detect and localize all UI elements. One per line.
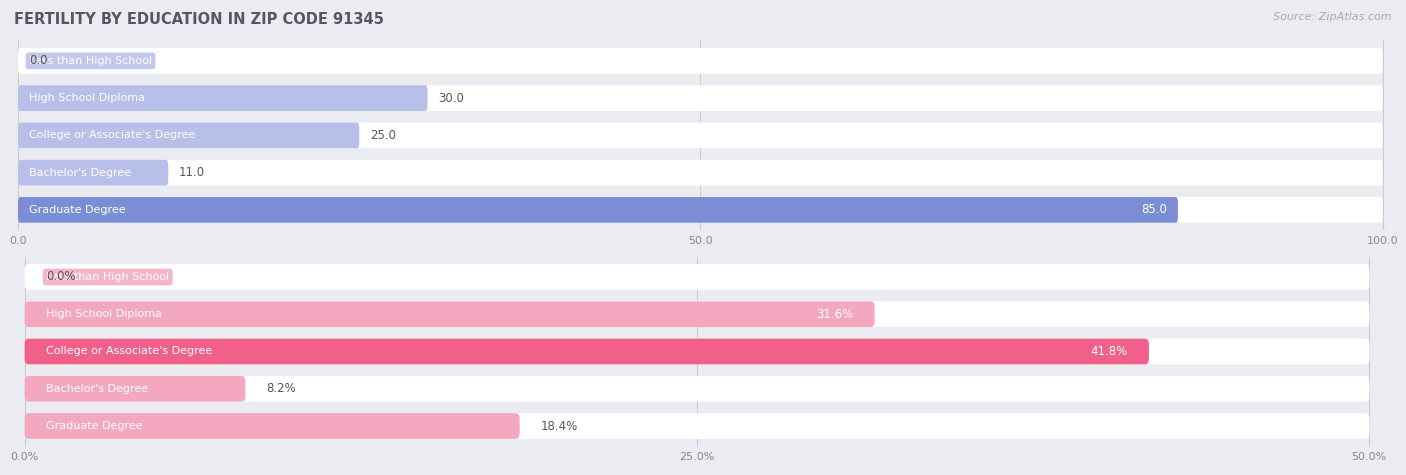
Text: 25.0: 25.0: [370, 129, 396, 142]
Text: Graduate Degree: Graduate Degree: [30, 205, 125, 215]
Text: 41.8%: 41.8%: [1090, 345, 1128, 358]
FancyBboxPatch shape: [24, 264, 1369, 290]
Text: Bachelor's Degree: Bachelor's Degree: [46, 384, 148, 394]
Text: 18.4%: 18.4%: [541, 419, 578, 433]
FancyBboxPatch shape: [18, 160, 1382, 185]
Text: Less than High School: Less than High School: [30, 56, 152, 66]
FancyBboxPatch shape: [24, 376, 245, 401]
Text: 85.0: 85.0: [1142, 203, 1167, 217]
FancyBboxPatch shape: [18, 197, 1382, 223]
Text: Less than High School: Less than High School: [46, 272, 169, 282]
Text: 30.0: 30.0: [439, 92, 464, 104]
FancyBboxPatch shape: [18, 123, 360, 148]
Text: College or Associate's Degree: College or Associate's Degree: [46, 346, 212, 357]
Text: College or Associate's Degree: College or Associate's Degree: [30, 130, 195, 141]
Text: 8.2%: 8.2%: [267, 382, 297, 395]
FancyBboxPatch shape: [24, 413, 1369, 439]
FancyBboxPatch shape: [24, 302, 875, 327]
Text: 31.6%: 31.6%: [815, 308, 853, 321]
FancyBboxPatch shape: [24, 339, 1369, 364]
FancyBboxPatch shape: [18, 197, 1178, 223]
FancyBboxPatch shape: [24, 413, 520, 439]
FancyBboxPatch shape: [18, 160, 169, 185]
Text: Source: ZipAtlas.com: Source: ZipAtlas.com: [1274, 12, 1392, 22]
FancyBboxPatch shape: [24, 339, 1149, 364]
FancyBboxPatch shape: [24, 376, 1369, 401]
FancyBboxPatch shape: [18, 123, 1382, 148]
Text: Bachelor's Degree: Bachelor's Degree: [30, 168, 131, 178]
FancyBboxPatch shape: [18, 48, 1382, 74]
Text: High School Diploma: High School Diploma: [46, 309, 162, 319]
Text: High School Diploma: High School Diploma: [30, 93, 145, 103]
Text: FERTILITY BY EDUCATION IN ZIP CODE 91345: FERTILITY BY EDUCATION IN ZIP CODE 91345: [14, 12, 384, 27]
FancyBboxPatch shape: [18, 86, 427, 111]
Text: 0.0: 0.0: [30, 54, 48, 67]
Text: 0.0%: 0.0%: [46, 270, 76, 284]
Text: 11.0: 11.0: [179, 166, 205, 179]
FancyBboxPatch shape: [24, 302, 1369, 327]
Text: Graduate Degree: Graduate Degree: [46, 421, 143, 431]
FancyBboxPatch shape: [18, 86, 1382, 111]
